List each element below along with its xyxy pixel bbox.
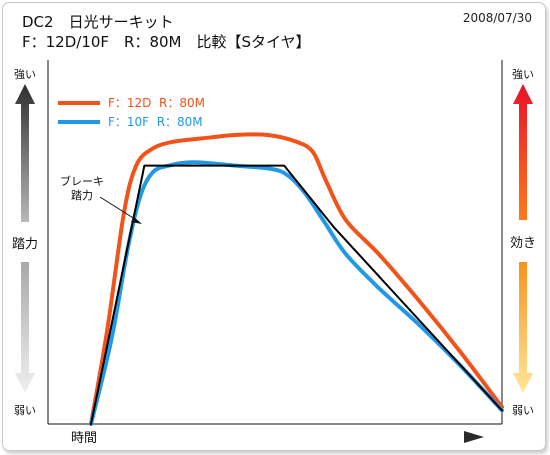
- time-arrow-head: [464, 431, 484, 443]
- left-down-arrow: [15, 262, 35, 393]
- left-scale-top-label: 強い: [14, 68, 36, 81]
- annotation-line-1: ブレーキ: [60, 174, 104, 188]
- right-down-arrow: [513, 262, 533, 393]
- chart-title: DC2 日光サーキット: [22, 13, 174, 31]
- series-line-brake-pedal: [90, 164, 503, 425]
- series-line-f10f: [89, 160, 504, 426]
- chart-subtitle: F：12D/10F R：80M 比較【Sタイヤ】: [22, 33, 311, 51]
- left-scale-bottom-label: 弱い: [14, 404, 36, 417]
- right-scale-middle-label: 効き: [510, 236, 536, 251]
- left-up-arrow: [15, 84, 35, 222]
- right-scale-top-label: 強い: [512, 68, 534, 81]
- annotation-arrow: [99, 196, 139, 222]
- series-layer: [89, 132, 504, 426]
- right-scale-bottom-label: 弱い: [512, 404, 534, 417]
- annotation-arrowhead: [131, 217, 142, 224]
- annotation-line-2: 踏力: [71, 188, 93, 202]
- right-up-arrow: [513, 84, 533, 220]
- chart-date: 2008/07/30: [463, 11, 532, 25]
- chart-frame: [2, 2, 546, 451]
- x-axis-label: 時間: [71, 431, 97, 446]
- series-line-f12d: [89, 132, 504, 426]
- legend-label-blue: F：10F R：80M: [108, 115, 203, 129]
- legend-label-red: F：12D R：80M: [108, 96, 205, 110]
- left-scale-middle-label: 踏力: [12, 237, 38, 252]
